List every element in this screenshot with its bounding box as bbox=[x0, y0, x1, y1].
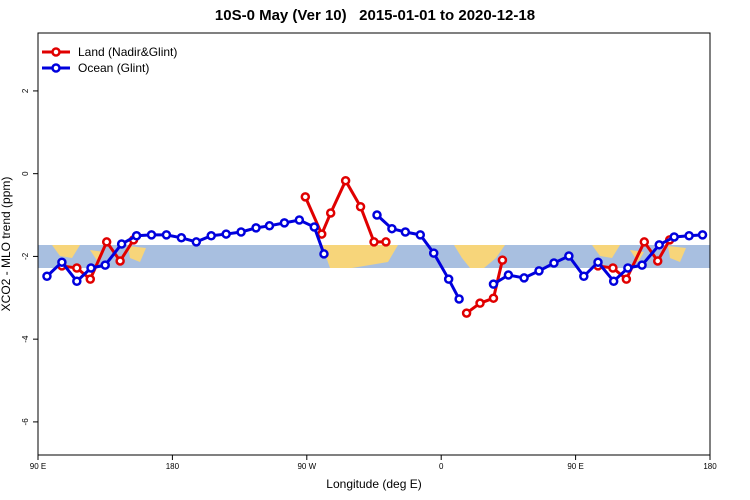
point bbox=[488, 293, 499, 303]
point bbox=[325, 208, 336, 218]
point bbox=[381, 237, 391, 247]
point bbox=[621, 274, 632, 284]
point bbox=[443, 274, 454, 284]
y-tick-label: 2 bbox=[21, 88, 30, 93]
point bbox=[652, 256, 663, 266]
chart-title: 10S-0 May (Ver 10) 2015-01-01 to 2020-12… bbox=[215, 7, 535, 24]
point bbox=[221, 229, 231, 239]
point bbox=[116, 239, 127, 249]
point bbox=[176, 233, 187, 243]
point bbox=[369, 237, 379, 247]
point bbox=[461, 308, 472, 318]
point bbox=[42, 271, 52, 282]
point bbox=[101, 237, 112, 247]
point bbox=[372, 210, 382, 220]
point bbox=[161, 230, 172, 240]
point bbox=[191, 237, 202, 247]
x-tick-label: 90 E bbox=[567, 462, 583, 471]
y-tick-label: -6 bbox=[21, 418, 30, 426]
point bbox=[115, 256, 125, 266]
point bbox=[57, 257, 67, 267]
point bbox=[72, 276, 82, 286]
point bbox=[146, 230, 157, 240]
point bbox=[697, 230, 708, 240]
point bbox=[100, 260, 110, 270]
point bbox=[309, 222, 320, 232]
legend-marker bbox=[51, 47, 61, 57]
point bbox=[669, 232, 679, 242]
point bbox=[294, 215, 305, 225]
x-tick-label: 90 E bbox=[30, 462, 46, 471]
point bbox=[251, 223, 261, 233]
point bbox=[519, 273, 529, 283]
point bbox=[415, 230, 426, 240]
point bbox=[279, 218, 290, 228]
y-tick-label: 0 bbox=[21, 171, 30, 176]
plot-frame bbox=[37, 32, 711, 456]
point bbox=[387, 223, 397, 234]
x-tick-label: 180 bbox=[166, 462, 180, 471]
point bbox=[340, 175, 351, 186]
point bbox=[608, 276, 619, 286]
point bbox=[654, 240, 664, 250]
legend-marker bbox=[51, 63, 61, 73]
point bbox=[428, 248, 439, 258]
point bbox=[206, 230, 216, 241]
point bbox=[264, 221, 275, 231]
point bbox=[579, 271, 589, 282]
point bbox=[608, 263, 618, 273]
x-tick-label: 0 bbox=[439, 462, 444, 471]
point bbox=[488, 279, 499, 289]
point bbox=[400, 227, 411, 237]
point bbox=[355, 202, 366, 212]
point bbox=[475, 298, 485, 308]
y-tick-label: -2 bbox=[21, 252, 30, 260]
point bbox=[684, 230, 694, 241]
point bbox=[86, 263, 96, 273]
point bbox=[637, 260, 647, 270]
point bbox=[593, 257, 603, 267]
point bbox=[300, 192, 311, 202]
point bbox=[85, 274, 96, 284]
y-axis-label: XCO2 - MLO trend (ppm) bbox=[0, 177, 13, 312]
point bbox=[72, 263, 82, 273]
point bbox=[623, 263, 633, 273]
point bbox=[319, 249, 329, 259]
point bbox=[534, 266, 544, 276]
point bbox=[236, 227, 246, 237]
x-tick-label: 90 W bbox=[297, 462, 316, 471]
legend-label: Land (Nadir&Glint) bbox=[78, 45, 177, 59]
point bbox=[497, 255, 508, 265]
point bbox=[454, 294, 464, 304]
point bbox=[131, 230, 142, 241]
point bbox=[564, 251, 574, 261]
y-tick-label: -4 bbox=[21, 335, 30, 343]
point bbox=[503, 270, 514, 280]
x-tick-label: 180 bbox=[703, 462, 717, 471]
point bbox=[639, 237, 650, 247]
map-strip bbox=[38, 245, 710, 268]
x-axis-label: Longitude (deg E) bbox=[326, 477, 421, 491]
legend-label: Ocean (Glint) bbox=[78, 61, 149, 75]
point bbox=[549, 258, 559, 268]
